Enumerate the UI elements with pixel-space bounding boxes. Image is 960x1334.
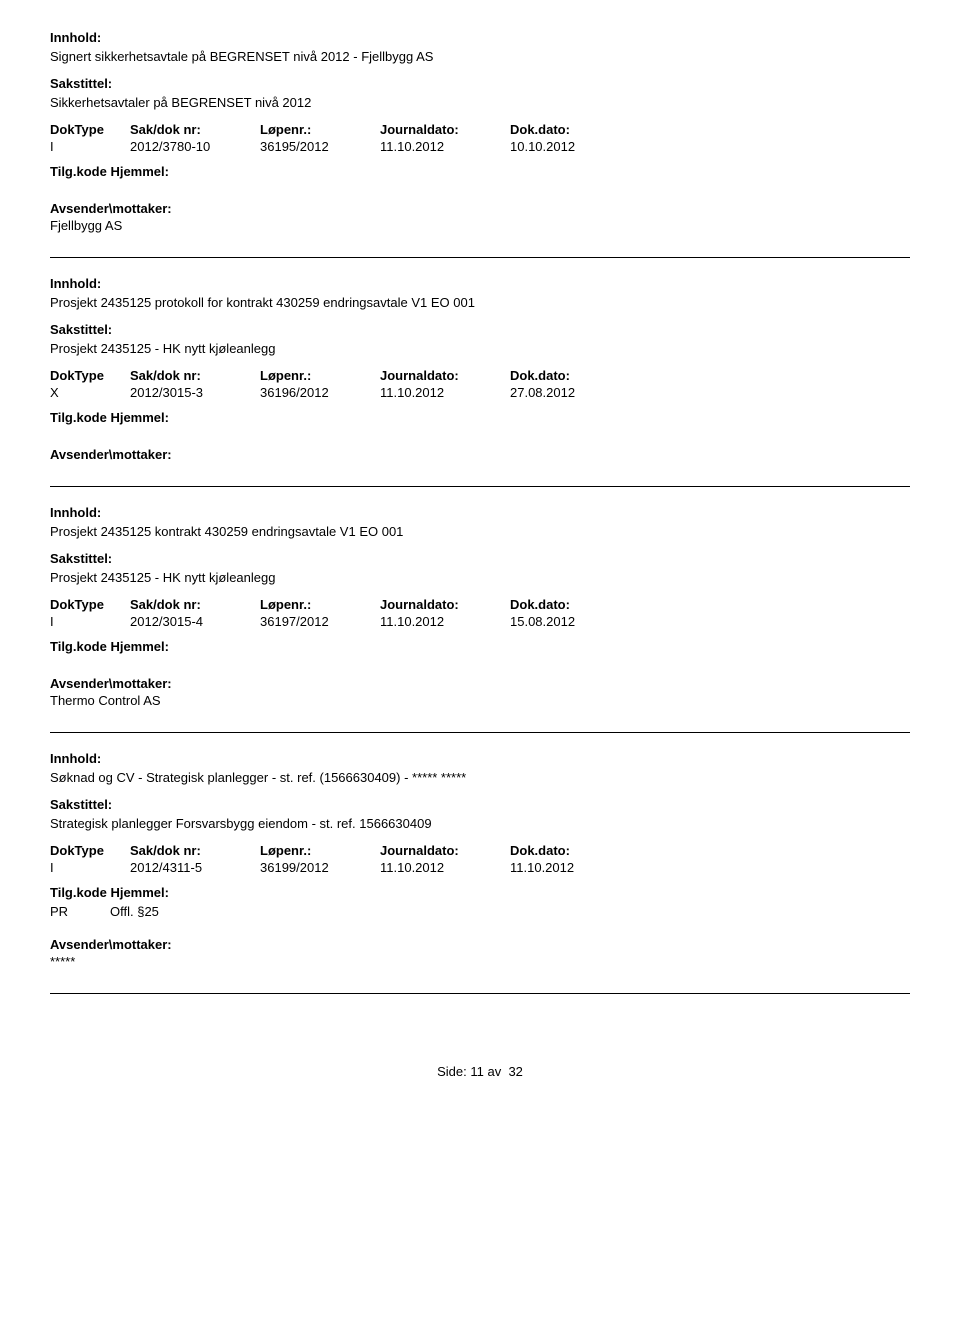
value-dokdato: 27.08.2012 — [510, 385, 640, 400]
hjemmel-label: Hjemmel: — [110, 885, 169, 900]
value-journaldato: 11.10.2012 — [380, 860, 510, 875]
innhold-label: Innhold: — [50, 30, 910, 45]
value-lopenr: 36196/2012 — [260, 385, 380, 400]
value-dokdato: 11.10.2012 — [510, 860, 640, 875]
header-journaldato: Journaldato: — [380, 368, 510, 383]
tilgkode-label: Tilg.kode — [50, 164, 107, 179]
header-saknr: Sak/dok nr: — [130, 122, 260, 137]
hjemmel-label: Hjemmel: — [110, 410, 169, 425]
sakstittel-text: Strategisk planlegger Forsvarsbygg eiend… — [50, 816, 910, 831]
pager: Side: 11 av 32 — [50, 1064, 910, 1079]
pager-total: 32 — [508, 1064, 522, 1079]
tilg-header: Tilg.kode Hjemmel: — [50, 410, 910, 425]
header-lopenr: Løpenr.: — [260, 597, 380, 612]
header-journaldato: Journaldato: — [380, 843, 510, 858]
innhold-label: Innhold: — [50, 751, 910, 766]
tilg-header: Tilg.kode Hjemmel: — [50, 885, 910, 900]
sakstittel-text: Prosjekt 2435125 - HK nytt kjøleanlegg — [50, 570, 910, 585]
meta-header-row: DokType Sak/dok nr: Løpenr.: Journaldato… — [50, 597, 910, 612]
value-doktype: I — [50, 860, 130, 875]
sakstittel-text: Prosjekt 2435125 - HK nytt kjøleanlegg — [50, 341, 910, 356]
meta-value-row: X 2012/3015-3 36196/2012 11.10.2012 27.0… — [50, 385, 910, 400]
header-lopenr: Løpenr.: — [260, 122, 380, 137]
header-doktype: DokType — [50, 597, 130, 612]
hjemmel-value: Offl. §25 — [110, 904, 159, 919]
tilg-header: Tilg.kode Hjemmel: — [50, 164, 910, 179]
value-doktype: X — [50, 385, 130, 400]
header-saknr: Sak/dok nr: — [130, 843, 260, 858]
header-saknr: Sak/dok nr: — [130, 597, 260, 612]
tilg-header: Tilg.kode Hjemmel: — [50, 639, 910, 654]
sakstittel-text: Sikkerhetsavtaler på BEGRENSET nivå 2012 — [50, 95, 910, 110]
pager-current: 11 — [470, 1064, 484, 1079]
header-doktype: DokType — [50, 368, 130, 383]
sakstittel-label: Sakstittel: — [50, 322, 910, 337]
tilgkode-value: PR — [50, 904, 110, 919]
meta-value-row: I 2012/3015-4 36197/2012 11.10.2012 15.0… — [50, 614, 910, 629]
hjemmel-label: Hjemmel: — [110, 639, 169, 654]
innhold-text: Signert sikkerhetsavtale på BEGRENSET ni… — [50, 49, 910, 64]
sakstittel-label: Sakstittel: — [50, 551, 910, 566]
meta-header-row: DokType Sak/dok nr: Løpenr.: Journaldato… — [50, 122, 910, 137]
innhold-text: Prosjekt 2435125 kontrakt 430259 endring… — [50, 524, 910, 539]
innhold-text: Prosjekt 2435125 protokoll for kontrakt … — [50, 295, 910, 310]
pager-sep: av — [487, 1064, 501, 1079]
tilgkode-label: Tilg.kode — [50, 639, 107, 654]
innhold-label: Innhold: — [50, 276, 910, 291]
meta-value-row: I 2012/4311-5 36199/2012 11.10.2012 11.1… — [50, 860, 910, 875]
header-journaldato: Journaldato: — [380, 597, 510, 612]
header-lopenr: Løpenr.: — [260, 368, 380, 383]
innhold-label: Innhold: — [50, 505, 910, 520]
pager-label: Side: — [437, 1064, 467, 1079]
journal-entry: Innhold: Signert sikkerhetsavtale på BEG… — [50, 30, 910, 258]
header-doktype: DokType — [50, 843, 130, 858]
tilgkode-label: Tilg.kode — [50, 410, 107, 425]
avsender-label: Avsender\mottaker: — [50, 937, 910, 952]
journal-entry: Innhold: Prosjekt 2435125 protokoll for … — [50, 276, 910, 487]
value-journaldato: 11.10.2012 — [380, 385, 510, 400]
hjemmel-label: Hjemmel: — [110, 164, 169, 179]
value-saknr: 2012/3780-10 — [130, 139, 260, 154]
avsender-label: Avsender\mottaker: — [50, 676, 910, 691]
meta-header-row: DokType Sak/dok nr: Løpenr.: Journaldato… — [50, 368, 910, 383]
value-doktype: I — [50, 614, 130, 629]
value-lopenr: 36197/2012 — [260, 614, 380, 629]
value-lopenr: 36195/2012 — [260, 139, 380, 154]
tilg-values: PR Offl. §25 — [50, 904, 910, 919]
value-dokdato: 10.10.2012 — [510, 139, 640, 154]
avsender-label: Avsender\mottaker: — [50, 201, 910, 216]
meta-header-row: DokType Sak/dok nr: Løpenr.: Journaldato… — [50, 843, 910, 858]
avsender-value: Thermo Control AS — [50, 693, 910, 708]
sakstittel-label: Sakstittel: — [50, 797, 910, 812]
header-dokdato: Dok.dato: — [510, 368, 640, 383]
meta-value-row: I 2012/3780-10 36195/2012 11.10.2012 10.… — [50, 139, 910, 154]
value-saknr: 2012/3015-4 — [130, 614, 260, 629]
value-dokdato: 15.08.2012 — [510, 614, 640, 629]
journal-entry: Innhold: Prosjekt 2435125 kontrakt 43025… — [50, 505, 910, 733]
journal-entry: Innhold: Søknad og CV - Strategisk planl… — [50, 751, 910, 994]
avsender-value: ***** — [50, 954, 910, 969]
innhold-text: Søknad og CV - Strategisk planlegger - s… — [50, 770, 910, 785]
avsender-value: Fjellbygg AS — [50, 218, 910, 233]
header-dokdato: Dok.dato: — [510, 843, 640, 858]
avsender-label: Avsender\mottaker: — [50, 447, 910, 462]
value-lopenr: 36199/2012 — [260, 860, 380, 875]
sakstittel-label: Sakstittel: — [50, 76, 910, 91]
header-lopenr: Løpenr.: — [260, 843, 380, 858]
header-journaldato: Journaldato: — [380, 122, 510, 137]
value-saknr: 2012/4311-5 — [130, 860, 260, 875]
header-doktype: DokType — [50, 122, 130, 137]
header-dokdato: Dok.dato: — [510, 597, 640, 612]
header-saknr: Sak/dok nr: — [130, 368, 260, 383]
value-saknr: 2012/3015-3 — [130, 385, 260, 400]
tilgkode-label: Tilg.kode — [50, 885, 107, 900]
value-doktype: I — [50, 139, 130, 154]
value-journaldato: 11.10.2012 — [380, 139, 510, 154]
header-dokdato: Dok.dato: — [510, 122, 640, 137]
value-journaldato: 11.10.2012 — [380, 614, 510, 629]
